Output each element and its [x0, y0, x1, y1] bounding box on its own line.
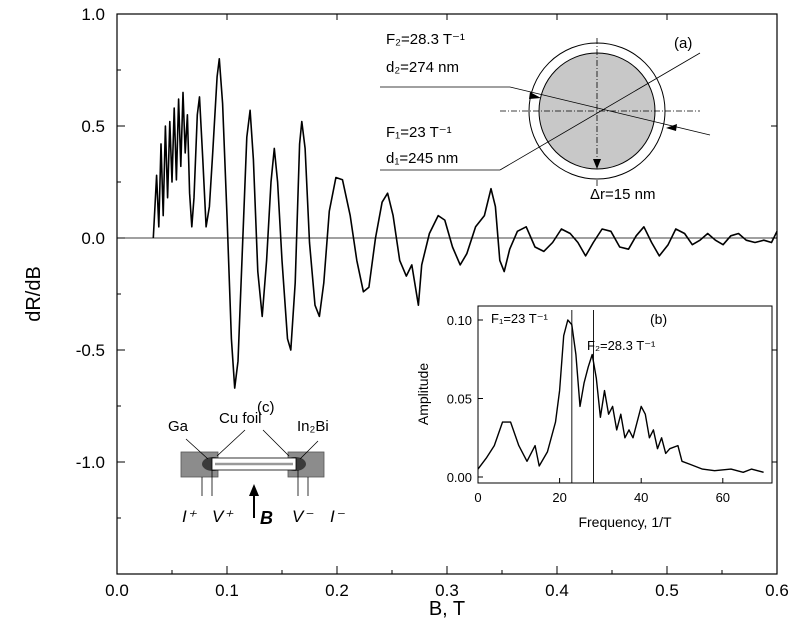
y-tick-label: -0.5: [76, 341, 105, 360]
x-tick-label: 0.1: [215, 581, 239, 600]
f2-annotation: F₂=28.3 T⁻¹: [386, 31, 465, 48]
inset-a-label: (a): [674, 35, 692, 52]
arrow-d2-left: [529, 92, 541, 99]
d2-annotation: d₂=274 nm: [386, 59, 459, 76]
main-series-line: [152, 58, 778, 389]
x-tick-label: 0.2: [325, 581, 349, 600]
inset-b-series-line: [477, 319, 764, 473]
inset-b-f2-label: F₂=28.3 T⁻¹: [587, 338, 656, 353]
d1-diameter-line: [499, 52, 701, 171]
x-tick-label: 0.0: [105, 581, 129, 600]
x-tick-label: 0.3: [435, 581, 459, 600]
inset-b-y-tick-label: 0.00: [447, 470, 472, 485]
y-tick-label: 0.5: [81, 117, 105, 136]
inset-b-y-tick-label: 0.05: [447, 392, 472, 407]
inset-b-y-axis-title: Amplitude: [415, 363, 431, 425]
main-axis-ticks: 0.0 0.1 0.2 0.3 0.4 0.5 0.6 -1.0 -0.5 0.0 0.5 1.0: [76, 5, 789, 600]
y-tick-label: 1.0: [81, 5, 105, 24]
inset-b: 0 20 40 60 0.00 0.05 0.10 (b) F₁=23 T⁻¹ F₂=28.…: [415, 305, 773, 530]
y-tick-label: -1.0: [76, 453, 105, 472]
inset-b-f1-label: F₁=23 T⁻¹: [491, 311, 549, 326]
cu-leader-right: [262, 429, 290, 457]
cu-leader-left: [216, 429, 246, 457]
arrow-dr-down: [593, 159, 601, 169]
inbi-leader: [299, 440, 319, 460]
ga-leader: [185, 438, 209, 460]
inset-b-y-tick-label: 0.10: [447, 313, 472, 328]
v-plus-label: V⁺: [212, 507, 234, 526]
f1-annotation: F₁=23 T⁻¹: [386, 124, 452, 141]
cu-foil-label: Cu foil: [219, 410, 262, 427]
inbi-label: In₂Bi: [297, 418, 329, 435]
inset-c-label: (c): [257, 399, 275, 416]
inset-c: (c) Ga Cu foil In₂Bi I⁺ V⁺ B V⁻ I⁻: [168, 399, 346, 528]
v-minus-label: V⁻: [292, 507, 314, 526]
inset-b-frame: [477, 305, 773, 484]
x-tick-label: 0.5: [655, 581, 679, 600]
inset-a: (a) F₂=28.3 T⁻¹ d₂=274 nm F₁=23 T⁻¹ d₁=2…: [380, 31, 711, 203]
main-x-axis-title: B, T: [429, 598, 465, 620]
x-tick-label: 0.6: [765, 581, 789, 600]
x-tick-label: 0.4: [545, 581, 569, 600]
y-tick-label: 0.0: [81, 229, 105, 248]
main-y-axis-title: dR/dB: [23, 266, 45, 322]
dr-annotation: Δr=15 nm: [590, 186, 655, 203]
inset-b-x-tick-label: 20: [552, 490, 566, 505]
inset-b-x-tick-label: 60: [716, 490, 730, 505]
d1-annotation: d₁=245 nm: [386, 150, 458, 167]
inset-b-x-tick-label: 0: [474, 490, 481, 505]
inset-b-x-axis-title: Frequency, 1/T: [578, 514, 672, 530]
inset-b-frequency-markers: [571, 310, 594, 483]
i-plus-label: I⁺: [182, 507, 198, 526]
inset-b-axis-ticks: 0 20 40 60 0.00 0.05 0.10: [447, 313, 730, 505]
ga-label: Ga: [168, 418, 189, 435]
b-field-arrowhead: [249, 484, 259, 496]
d2-diameter-line: [509, 86, 711, 136]
inset-b-x-tick-label: 40: [634, 490, 648, 505]
inset-b-label: (b): [650, 311, 667, 327]
b-field-label: B: [260, 508, 273, 528]
arrow-d2-right: [666, 124, 677, 131]
i-minus-label: I⁻: [330, 507, 346, 526]
